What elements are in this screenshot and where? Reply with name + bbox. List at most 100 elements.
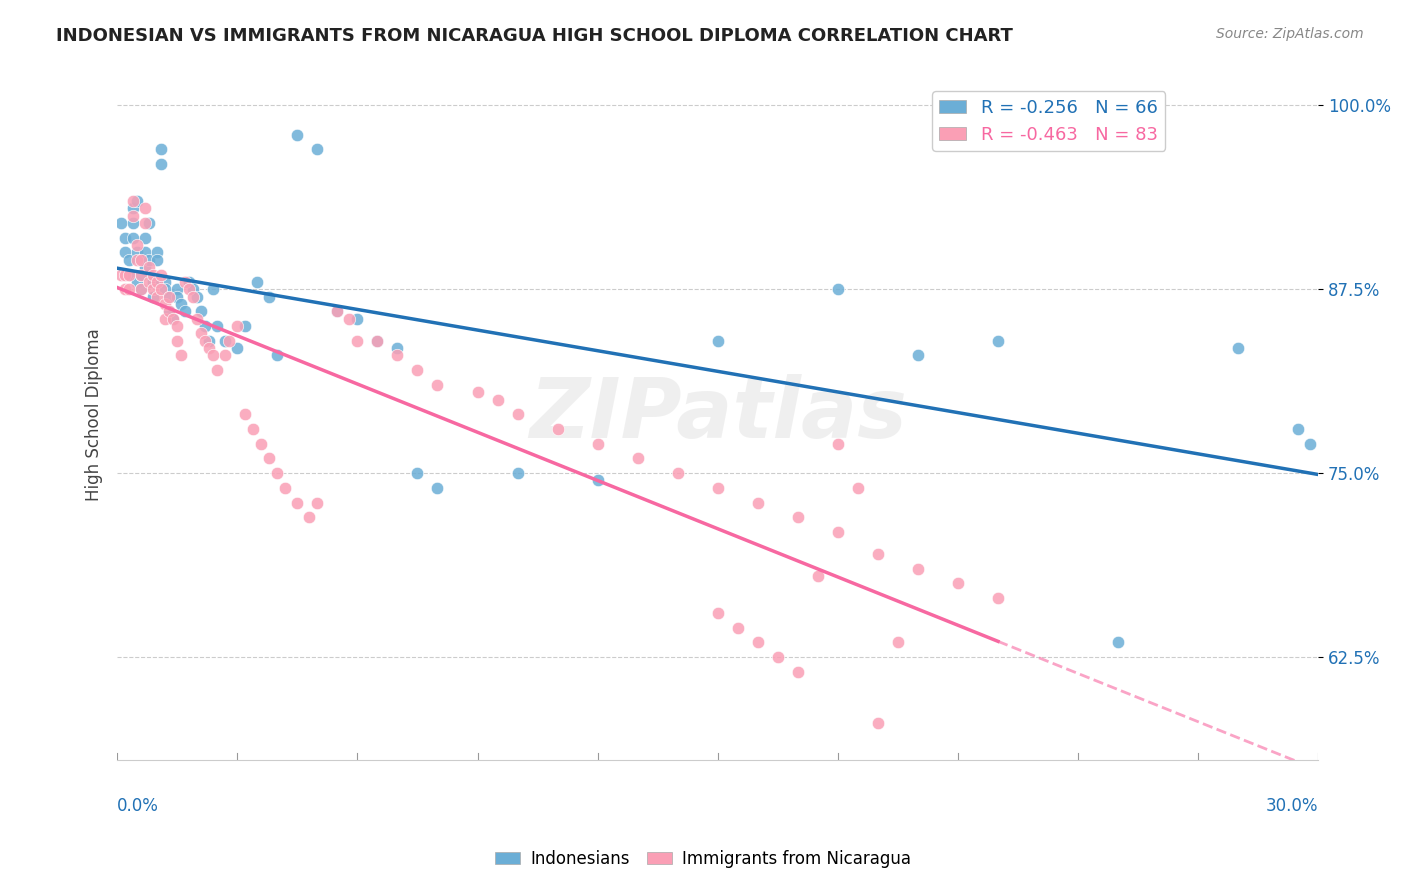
Point	[586, 474, 609, 488]
Legend: R = -0.256   N = 66, R = -0.463   N = 83: R = -0.256 N = 66, R = -0.463 N = 83	[932, 91, 1166, 151]
Point	[747, 495, 769, 509]
Point	[706, 334, 728, 348]
Point	[150, 268, 173, 282]
Point	[547, 422, 569, 436]
Point	[233, 407, 256, 421]
Point	[866, 716, 889, 731]
Point	[346, 334, 368, 348]
Point	[142, 282, 165, 296]
Point	[186, 311, 208, 326]
Point	[155, 297, 177, 311]
Point	[142, 289, 165, 303]
Point	[706, 481, 728, 495]
Point	[162, 311, 184, 326]
Point	[766, 650, 789, 665]
Point	[326, 304, 349, 318]
Text: Source: ZipAtlas.com: Source: ZipAtlas.com	[1216, 27, 1364, 41]
Point	[118, 268, 141, 282]
Y-axis label: High School Diploma: High School Diploma	[86, 328, 103, 500]
Point	[155, 311, 177, 326]
Point	[506, 466, 529, 480]
Point	[134, 231, 156, 245]
Point	[146, 252, 169, 267]
Point	[114, 231, 136, 245]
Point	[666, 466, 689, 480]
Point	[406, 466, 429, 480]
Point	[134, 260, 156, 274]
Point	[786, 510, 808, 524]
Point	[866, 547, 889, 561]
Point	[129, 252, 152, 267]
Point	[138, 216, 160, 230]
Point	[174, 304, 197, 318]
Point	[285, 128, 308, 142]
Point	[134, 245, 156, 260]
Point	[250, 436, 273, 450]
Point	[127, 238, 149, 252]
Point	[114, 268, 136, 282]
Point	[506, 407, 529, 421]
Point	[214, 348, 236, 362]
Point	[259, 451, 281, 466]
Text: INDONESIAN VS IMMIGRANTS FROM NICARAGUA HIGH SCHOOL DIPLOMA CORRELATION CHART: INDONESIAN VS IMMIGRANTS FROM NICARAGUA …	[56, 27, 1014, 45]
Point	[467, 385, 489, 400]
Point	[155, 275, 177, 289]
Point	[426, 377, 449, 392]
Point	[122, 194, 145, 208]
Point	[226, 341, 249, 355]
Point	[122, 202, 145, 216]
Point	[366, 334, 388, 348]
Point	[162, 311, 184, 326]
Point	[827, 282, 849, 296]
Point	[807, 569, 830, 583]
Point	[134, 202, 156, 216]
Point	[1299, 436, 1322, 450]
Point	[907, 348, 929, 362]
Point	[198, 334, 221, 348]
Point	[246, 275, 269, 289]
Text: ZIPatlas: ZIPatlas	[529, 374, 907, 455]
Point	[266, 466, 288, 480]
Point	[307, 495, 329, 509]
Point	[274, 481, 297, 495]
Point	[142, 275, 165, 289]
Point	[194, 318, 217, 333]
Point	[218, 334, 240, 348]
Point	[259, 289, 281, 303]
Point	[146, 289, 169, 303]
Point	[181, 282, 204, 296]
Point	[118, 268, 141, 282]
Point	[1286, 422, 1309, 436]
Legend: Indonesians, Immigrants from Nicaragua: Indonesians, Immigrants from Nicaragua	[489, 844, 917, 875]
Point	[166, 289, 188, 303]
Point	[747, 635, 769, 649]
Point	[366, 334, 388, 348]
Point	[170, 297, 193, 311]
Point	[146, 275, 169, 289]
Point	[786, 665, 808, 679]
Point	[110, 268, 132, 282]
Point	[207, 318, 229, 333]
Point	[129, 282, 152, 296]
Point	[727, 621, 749, 635]
Point	[202, 348, 225, 362]
Point	[226, 318, 249, 333]
Point	[138, 275, 160, 289]
Point	[157, 289, 180, 303]
Point	[285, 495, 308, 509]
Point	[110, 216, 132, 230]
Point	[129, 268, 152, 282]
Point	[118, 252, 141, 267]
Point	[150, 157, 173, 171]
Point	[138, 260, 160, 274]
Point	[946, 576, 969, 591]
Point	[198, 341, 221, 355]
Point	[586, 436, 609, 450]
Point	[846, 481, 869, 495]
Point	[326, 304, 349, 318]
Point	[118, 282, 141, 296]
Point	[907, 562, 929, 576]
Point	[150, 282, 173, 296]
Point	[114, 282, 136, 296]
Point	[166, 318, 188, 333]
